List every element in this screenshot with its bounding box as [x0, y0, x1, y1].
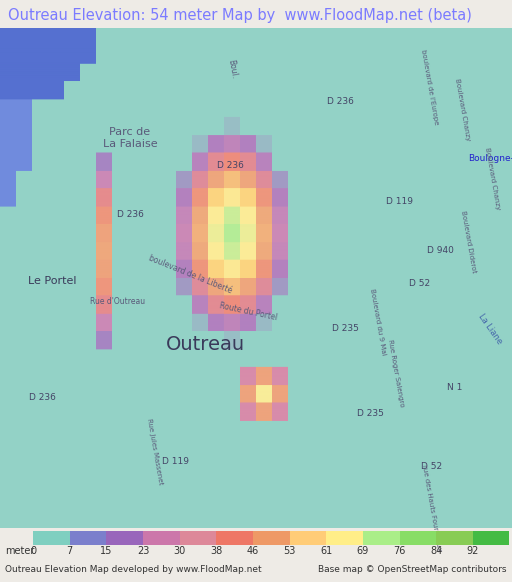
Text: D 52: D 52: [428, 531, 449, 540]
Text: Boulevard Chanzy: Boulevard Chanzy: [454, 78, 471, 141]
Bar: [399, 531, 436, 545]
Bar: [106, 531, 143, 545]
Bar: [216, 531, 253, 545]
Text: Boulevard Chanzy: Boulevard Chanzy: [483, 147, 500, 211]
Text: 23: 23: [137, 546, 149, 556]
Text: La Liane: La Liane: [476, 312, 504, 346]
Text: 92: 92: [466, 546, 479, 556]
Text: 84: 84: [430, 546, 442, 556]
Text: 61: 61: [320, 546, 332, 556]
Text: D 940: D 940: [426, 246, 454, 255]
Text: Outreau Elevation: 54 meter Map by  www.FloodMap.net (beta): Outreau Elevation: 54 meter Map by www.F…: [8, 8, 472, 23]
Text: 76: 76: [393, 546, 406, 556]
Text: Boulogne-V: Boulogne-V: [468, 154, 512, 163]
Text: Outreau: Outreau: [165, 335, 245, 354]
Bar: [436, 531, 473, 545]
Text: 38: 38: [210, 546, 222, 556]
Text: Outreau Elevation Map developed by www.FloodMap.net: Outreau Elevation Map developed by www.F…: [5, 565, 262, 574]
Text: D 119: D 119: [161, 457, 188, 466]
Bar: [363, 531, 399, 545]
Text: rue des Hauts Fourneaux: rue des Hauts Fourneaux: [421, 464, 442, 551]
Text: Rue Roger Salengro: Rue Roger Salengro: [387, 339, 405, 407]
Bar: [143, 531, 180, 545]
Text: 46: 46: [247, 546, 259, 556]
Text: D 52: D 52: [421, 462, 442, 471]
Text: Parc de
La Falaise: Parc de La Falaise: [103, 127, 157, 149]
Bar: [326, 531, 363, 545]
Text: meter: meter: [5, 546, 34, 556]
Text: D 236: D 236: [217, 161, 243, 170]
Text: boulevard de la Liberté: boulevard de la Liberté: [147, 254, 233, 296]
Text: Boul.: Boul.: [226, 58, 238, 79]
Text: 30: 30: [174, 546, 186, 556]
Text: D 235: D 235: [332, 324, 358, 333]
Text: D 236: D 236: [29, 393, 55, 402]
Text: 53: 53: [283, 546, 296, 556]
Text: Boulevard du 9 Mai: Boulevard du 9 Mai: [369, 288, 387, 356]
Text: D 52: D 52: [410, 279, 431, 288]
Text: boulevard de l'Europe: boulevard de l'Europe: [420, 49, 440, 125]
Text: Le Portel: Le Portel: [28, 276, 76, 286]
Bar: [290, 531, 326, 545]
Bar: [70, 531, 106, 545]
Text: D 235: D 235: [356, 409, 383, 418]
Text: N 1: N 1: [447, 382, 463, 392]
Bar: [253, 531, 290, 545]
Text: D 236: D 236: [327, 97, 353, 106]
Text: 15: 15: [100, 546, 113, 556]
Bar: [33, 531, 70, 545]
Text: Route du Portel: Route du Portel: [218, 301, 278, 322]
Text: D 236: D 236: [117, 210, 143, 219]
Text: Boulevard Diderot: Boulevard Diderot: [460, 211, 477, 274]
Text: 69: 69: [357, 546, 369, 556]
Text: Rue Jules Massenet: Rue Jules Massenet: [146, 418, 164, 485]
Text: Base map © OpenStreetMap contributors: Base map © OpenStreetMap contributors: [318, 565, 507, 574]
Bar: [180, 531, 216, 545]
Text: 0: 0: [30, 546, 36, 556]
Text: 7: 7: [67, 546, 73, 556]
Text: D 119: D 119: [387, 197, 414, 206]
Bar: [473, 531, 509, 545]
Text: Rue d'Outreau: Rue d'Outreau: [91, 297, 145, 306]
Text: D 119: D 119: [161, 531, 188, 541]
